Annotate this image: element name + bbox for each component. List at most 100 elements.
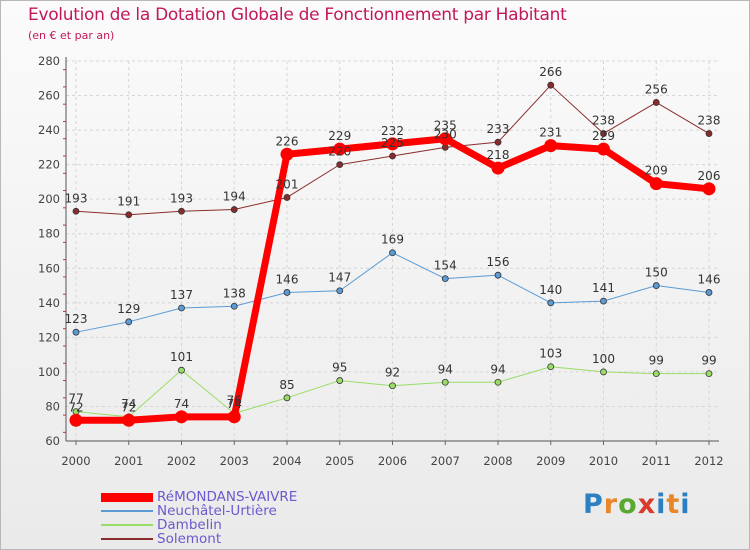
data-point	[283, 394, 291, 402]
data-point	[494, 271, 502, 279]
data-point	[125, 318, 133, 326]
data-label: 138	[223, 286, 246, 300]
data-label: 218	[487, 148, 510, 162]
data-label: 100	[592, 352, 615, 366]
data-point	[705, 130, 713, 137]
x-tick-label: 2005	[325, 454, 354, 468]
logo-letter: P	[583, 489, 604, 520]
legend-item-solemont: Solemont	[101, 531, 351, 548]
y-tick-label: 160	[38, 261, 60, 275]
data-point	[386, 137, 399, 151]
data-point	[72, 328, 80, 336]
data-labels: 193 191 193 194 201 220 225 230 233 266 238 256 238 7…	[65, 65, 721, 414]
legend-label-neuchatel: Neuchâtel-Urtière	[157, 503, 277, 519]
x-tick-label: 2000	[61, 454, 90, 468]
x-tick-label: 2011	[642, 454, 671, 468]
data-label: 74	[227, 397, 242, 411]
data-label: 206	[698, 169, 721, 183]
y-tick-label: 280	[38, 54, 60, 68]
data-point	[230, 302, 238, 310]
x-tick-label: 2010	[589, 454, 618, 468]
x-tick-label: 2002	[167, 454, 196, 468]
data-point	[652, 282, 660, 289]
y-tick-label: 200	[38, 192, 60, 206]
x-tick-label: 2004	[272, 454, 301, 468]
y-tick-label: 120	[38, 330, 60, 344]
data-point	[600, 130, 607, 137]
data-point	[652, 370, 660, 378]
data-point	[178, 207, 185, 215]
x-tick-label: 2012	[694, 454, 723, 468]
data-point	[333, 142, 347, 156]
data-point	[491, 161, 505, 175]
data-label: 193	[170, 191, 193, 205]
data-point	[336, 287, 344, 295]
data-label: 220	[328, 145, 351, 159]
data-point	[649, 177, 663, 191]
data-point	[336, 161, 344, 169]
data-label: 266	[539, 65, 562, 79]
data-label: 94	[490, 362, 505, 376]
proxiti-logo: Proxiti	[583, 489, 691, 520]
data-point	[702, 182, 716, 196]
data-label: 101	[170, 350, 193, 364]
data-point	[705, 370, 713, 378]
data-label: 191	[117, 195, 140, 209]
data-point	[705, 289, 713, 296]
y-tick-label: 100	[38, 365, 60, 379]
chart-title: Evolution de la Dotation Globale de Fonc…	[28, 5, 567, 25]
data-label: 141	[592, 281, 615, 295]
data-label: 72	[121, 400, 136, 414]
y-tick-label: 60	[45, 434, 60, 448]
data-point	[283, 194, 291, 201]
data-label: 74	[174, 397, 189, 411]
data-point	[69, 413, 83, 427]
data-label: 232	[381, 124, 404, 138]
y-tick-label: 240	[38, 123, 60, 137]
data-label: 129	[117, 302, 140, 316]
data-point	[178, 304, 185, 312]
legend-swatch-dambelin	[101, 524, 153, 526]
data-point	[125, 211, 133, 219]
series-points	[69, 81, 716, 427]
legend-swatch-neuchatel	[101, 510, 153, 512]
data-label: 146	[276, 272, 299, 286]
data-point	[389, 249, 396, 257]
logo-letter: o	[618, 489, 638, 520]
chart-subtitle: (en € et par an)	[28, 29, 115, 42]
data-point	[441, 378, 449, 386]
logo-letter: t	[666, 489, 681, 520]
data-point	[544, 139, 558, 153]
data-point	[600, 297, 607, 305]
data-label: 229	[328, 129, 351, 143]
x-tick-label: 2003	[220, 454, 249, 468]
data-label: 123	[65, 312, 88, 326]
data-point	[547, 363, 555, 371]
grid-lines	[66, 60, 719, 442]
y-tick-label: 220	[38, 158, 60, 172]
data-label: 76	[227, 393, 242, 407]
data-label: 147	[328, 271, 351, 285]
data-point	[336, 377, 344, 384]
data-label: 99	[649, 354, 664, 368]
x-tick-label: 2007	[431, 454, 460, 468]
logo-letter: r	[603, 489, 619, 520]
data-label: 77	[68, 392, 83, 406]
y-tick-label: 80	[45, 399, 60, 413]
data-label: 156	[487, 255, 510, 269]
data-point	[441, 275, 449, 283]
data-label: 103	[539, 347, 562, 361]
data-label: 72	[68, 400, 83, 414]
data-label: 146	[698, 272, 721, 286]
data-label: 229	[592, 129, 615, 143]
data-point	[547, 81, 555, 89]
data-label: 231	[539, 126, 562, 140]
axes: 60 80 100 120 140 160 180 200 220 240 260 280 2000 20…	[38, 54, 724, 468]
data-point	[72, 207, 80, 215]
legend-item-neuchatel: Neuchâtel-Urtière	[101, 503, 351, 520]
y-tick-label: 140	[38, 296, 60, 310]
data-label: 99	[701, 354, 716, 368]
x-tick-label: 2008	[483, 454, 512, 468]
data-point	[652, 99, 660, 106]
